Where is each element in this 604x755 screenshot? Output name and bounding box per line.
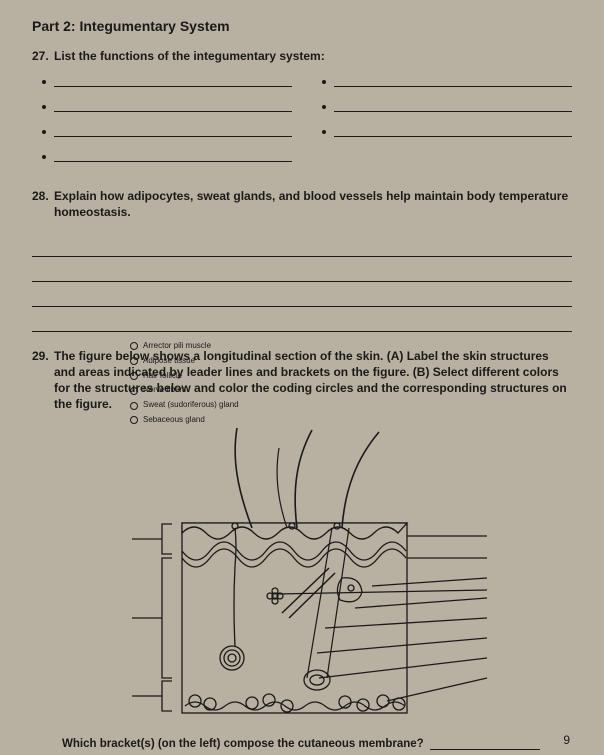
coding-circle-icon (130, 416, 138, 424)
skin-diagram-svg (87, 418, 517, 728)
q27-number: 27. (32, 48, 54, 64)
legend-label: Nerve fibers (143, 384, 186, 397)
bracket-question: Which bracket(s) (on the left) compose t… (62, 738, 572, 750)
coding-circle-icon (130, 387, 138, 395)
bracket-question-text: Which bracket(s) (on the left) compose t… (62, 738, 424, 750)
q29-number: 29. (32, 348, 54, 413)
question-27: 27. List the functions of the integument… (32, 48, 572, 172)
bullet-line (42, 122, 292, 137)
page-number: 9 (563, 733, 570, 747)
bullet-line (322, 122, 572, 137)
legend-item: Sweat (sudoriferous) gland (130, 399, 239, 412)
legend-label: Adipose tissue (143, 355, 195, 368)
answer-line (32, 260, 572, 282)
q27-right-col (322, 72, 572, 172)
bullet-line (42, 72, 292, 87)
coding-circle-icon (130, 342, 138, 350)
color-legend: Arrector pili muscle Adipose tissue Hair… (130, 340, 239, 429)
legend-item: Hair follicle (130, 370, 239, 383)
q28-answer-lines (32, 235, 572, 332)
answer-line (32, 310, 572, 332)
legend-label: Sweat (sudoriferous) gland (143, 399, 239, 412)
part-title: Part 2: Integumentary System (32, 18, 572, 34)
bullet-line (42, 147, 292, 162)
answer-line (32, 285, 572, 307)
legend-item: Arrector pili muscle (130, 340, 239, 353)
legend-label: Hair follicle (143, 370, 182, 383)
legend-item: Sebaceous gland (130, 414, 239, 427)
bullet-line (322, 72, 572, 87)
q27-text: List the functions of the integumentary … (54, 48, 572, 64)
skin-figure (32, 418, 572, 728)
bullet-line (322, 97, 572, 112)
q27-answer-area (42, 72, 572, 172)
legend-item: Adipose tissue (130, 355, 239, 368)
question-29: 29. The figure below shows a longitudina… (32, 348, 572, 413)
answer-blank (430, 738, 540, 750)
question-28: 28. Explain how adipocytes, sweat glands… (32, 188, 572, 331)
legend-item: Nerve fibers (130, 384, 239, 397)
q28-text: Explain how adipocytes, sweat glands, an… (54, 188, 572, 220)
q28-number: 28. (32, 188, 54, 220)
coding-circle-icon (130, 402, 138, 410)
legend-label: Arrector pili muscle (143, 340, 211, 353)
bullet-line (42, 97, 292, 112)
q27-left-col (42, 72, 292, 172)
legend-label: Sebaceous gland (143, 414, 205, 427)
coding-circle-icon (130, 372, 138, 380)
coding-circle-icon (130, 357, 138, 365)
answer-line (32, 235, 572, 257)
